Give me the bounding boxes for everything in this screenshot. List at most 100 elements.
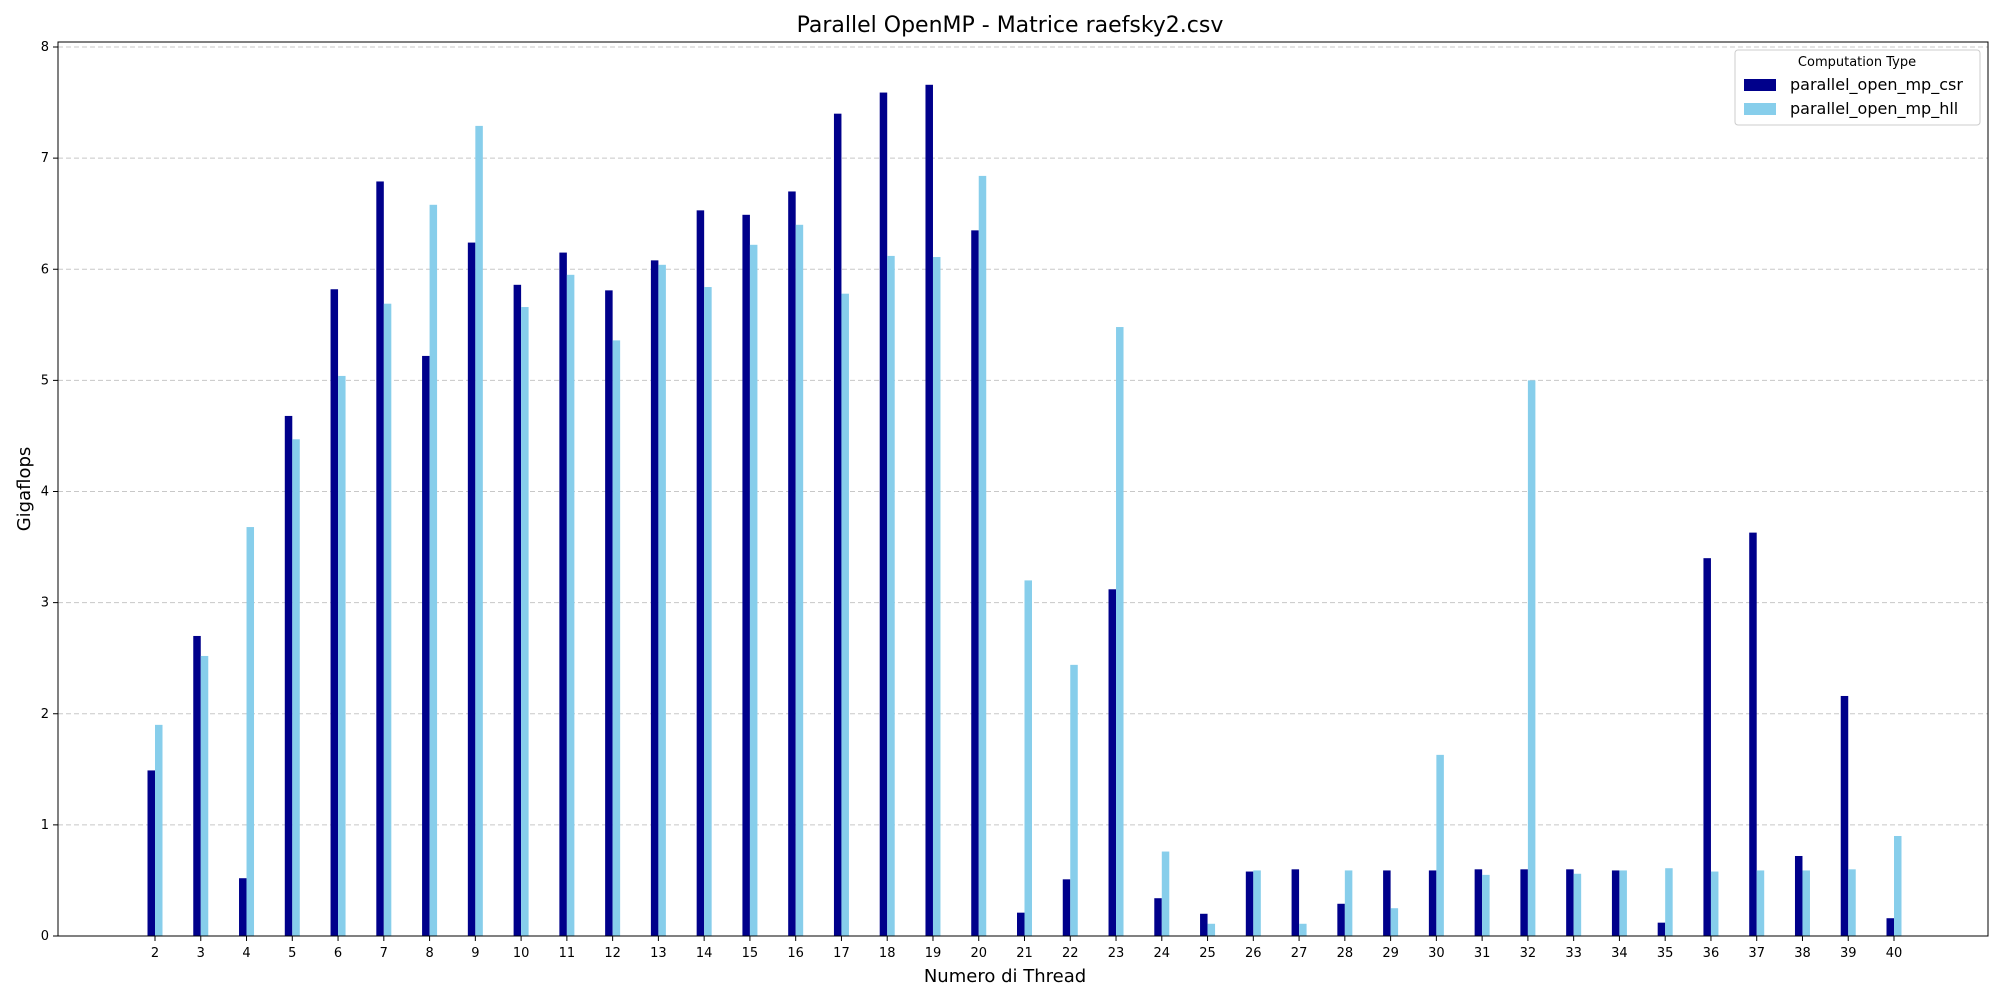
legend-label-hll: parallel_open_mp_hll bbox=[1790, 99, 1958, 119]
x-tick-label-7: 7 bbox=[380, 946, 388, 961]
bar-hll-19 bbox=[932, 257, 941, 936]
bar-csr-11 bbox=[559, 252, 567, 937]
x-tick-label-28: 28 bbox=[1337, 946, 1354, 961]
y-tick-label-8: 8 bbox=[41, 40, 49, 55]
legend-box bbox=[1734, 49, 1981, 126]
bar-csr-15 bbox=[742, 214, 750, 936]
bar-hll-40 bbox=[1894, 835, 1902, 936]
legend-title: Computation Type bbox=[1798, 55, 1916, 70]
bar-hll-26 bbox=[1253, 870, 1261, 936]
y-tick-label-0: 0 bbox=[41, 929, 49, 944]
x-tick-label-29: 29 bbox=[1382, 946, 1399, 961]
x-tick-label-35: 35 bbox=[1657, 946, 1674, 961]
bar-csr-4 bbox=[239, 878, 247, 936]
bar-hll-10 bbox=[521, 307, 529, 937]
legend-swatch-csr bbox=[1744, 79, 1776, 91]
y-tick-label-1: 1 bbox=[41, 818, 49, 833]
x-tick-label-21: 21 bbox=[1016, 946, 1033, 961]
bar-hll-7 bbox=[383, 303, 392, 937]
x-tick-label-18: 18 bbox=[879, 946, 896, 961]
bar-hll-3 bbox=[200, 655, 209, 936]
x-tick-label-9: 9 bbox=[471, 946, 479, 961]
x-tick-label-36: 36 bbox=[1703, 946, 1720, 961]
bar-hll-20 bbox=[978, 175, 987, 936]
bar-csr-26 bbox=[1245, 871, 1254, 936]
bar-csr-33 bbox=[1566, 869, 1574, 936]
bar-csr-7 bbox=[376, 181, 384, 936]
bar-hll-22 bbox=[1070, 664, 1078, 936]
x-tick-label-22: 22 bbox=[1062, 946, 1079, 961]
bar-hll-35 bbox=[1665, 868, 1673, 936]
y-axis-ticks: 0 1 2 3 4 5 6 7 8 bbox=[41, 40, 58, 944]
bar-hll-33 bbox=[1573, 873, 1582, 936]
x-tick-label-2: 2 bbox=[151, 946, 159, 961]
bar-csr-9 bbox=[467, 242, 476, 936]
bar-csr-36 bbox=[1703, 558, 1711, 936]
legend-swatch-hll bbox=[1744, 103, 1776, 115]
y-tick-label-2: 2 bbox=[41, 707, 49, 722]
y-tick-label-7: 7 bbox=[41, 151, 49, 166]
x-tick-label-3: 3 bbox=[197, 946, 205, 961]
bar-csr-31 bbox=[1474, 869, 1483, 936]
bar-csr-38 bbox=[1794, 855, 1803, 936]
x-tick-label-13: 13 bbox=[650, 946, 667, 961]
x-tick-label-4: 4 bbox=[242, 946, 250, 961]
x-tick-label-30: 30 bbox=[1428, 946, 1445, 961]
bar-csr-5 bbox=[284, 415, 293, 936]
bar-csr-20 bbox=[971, 230, 979, 936]
bar-hll-12 bbox=[612, 340, 621, 936]
bar-hll-6 bbox=[338, 375, 346, 936]
x-tick-label-17: 17 bbox=[833, 946, 850, 961]
y-axis-label: Gigaflops bbox=[14, 447, 35, 532]
x-tick-label-23: 23 bbox=[1108, 946, 1125, 961]
x-tick-label-25: 25 bbox=[1199, 946, 1216, 961]
x-tick-label-39: 39 bbox=[1840, 946, 1857, 961]
bar-csr-40 bbox=[1886, 918, 1894, 936]
x-tick-label-19: 19 bbox=[925, 946, 942, 961]
bar-csr-32 bbox=[1520, 869, 1528, 936]
y-tick-label-6: 6 bbox=[41, 262, 49, 277]
bar-hll-30 bbox=[1436, 754, 1444, 936]
bar-hll-28 bbox=[1344, 870, 1353, 936]
x-tick-label-31: 31 bbox=[1474, 946, 1491, 961]
bar-csr-39 bbox=[1840, 695, 1849, 936]
bar-csr-27 bbox=[1291, 869, 1300, 936]
bar-hll-14 bbox=[704, 287, 712, 936]
x-tick-label-27: 27 bbox=[1291, 946, 1308, 961]
bar-csr-21 bbox=[1017, 912, 1025, 936]
bar-csr-12 bbox=[605, 290, 613, 936]
x-tick-label-38: 38 bbox=[1794, 946, 1811, 961]
bar-hll-39 bbox=[1848, 869, 1856, 936]
bar-csr-30 bbox=[1428, 870, 1437, 936]
bar-hll-15 bbox=[749, 244, 758, 937]
bar-hll-13 bbox=[658, 264, 666, 936]
bar-hll-38 bbox=[1802, 870, 1810, 936]
x-tick-label-5: 5 bbox=[288, 946, 296, 961]
bar-hll-5 bbox=[292, 439, 300, 936]
y-tick-label-4: 4 bbox=[41, 485, 49, 500]
bar-csr-17 bbox=[833, 113, 842, 937]
bar-hll-24 bbox=[1161, 851, 1170, 936]
chart-title: Parallel OpenMP - Matrice raefsky2.csv bbox=[797, 13, 1224, 38]
bar-hll-8 bbox=[429, 204, 438, 937]
y-tick-label-3: 3 bbox=[41, 596, 49, 611]
bar-csr-16 bbox=[788, 191, 796, 936]
bar-hll-18 bbox=[887, 255, 895, 937]
bar-csr-35 bbox=[1657, 922, 1666, 936]
x-tick-label-10: 10 bbox=[513, 946, 530, 961]
bar-csr-29 bbox=[1383, 870, 1391, 936]
bar-hll-23 bbox=[1116, 327, 1124, 936]
x-tick-label-32: 32 bbox=[1520, 946, 1537, 961]
bar-csr-23 bbox=[1108, 589, 1117, 936]
bar-csr-3 bbox=[193, 635, 201, 936]
plot-frame bbox=[57, 41, 1989, 937]
bar-hll-11 bbox=[566, 274, 575, 936]
bar-hll-21 bbox=[1024, 580, 1032, 936]
legend-label-csr: parallel_open_mp_csr bbox=[1790, 75, 1963, 95]
bar-hll-27 bbox=[1299, 923, 1307, 936]
bar-hll-29 bbox=[1390, 908, 1399, 936]
bar-csr-13 bbox=[650, 260, 659, 936]
x-tick-label-8: 8 bbox=[425, 946, 433, 961]
